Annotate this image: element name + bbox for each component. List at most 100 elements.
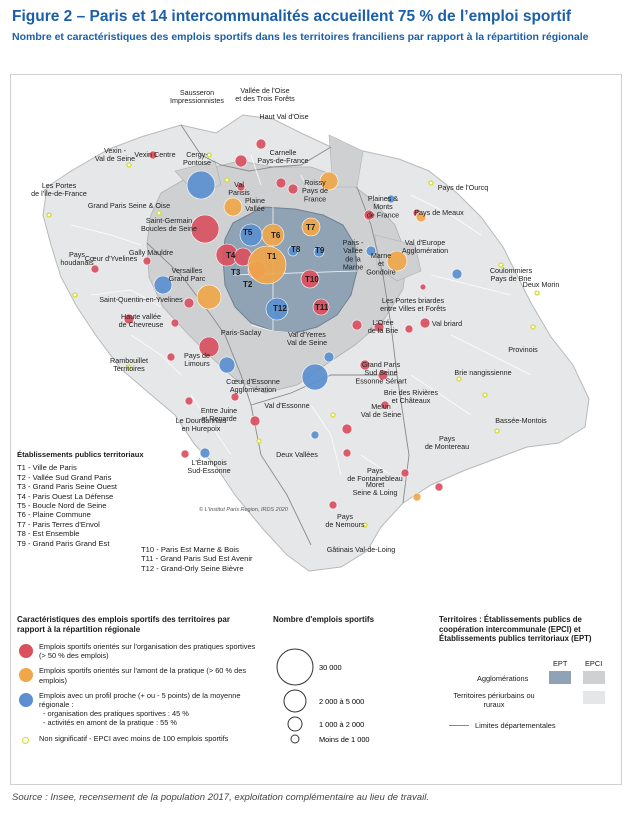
size-circle-2000-5000	[283, 689, 307, 713]
non-significant-marker	[428, 180, 434, 186]
label-vexin-seine: Vexin -Val de Seine	[95, 146, 135, 163]
employment-circle	[451, 268, 463, 280]
employment-circle	[196, 284, 222, 310]
non-significant-marker	[206, 152, 212, 158]
employment-circle	[170, 318, 180, 328]
red-dot-icon	[19, 644, 33, 658]
employment-circle	[328, 500, 338, 510]
employment-circle	[218, 356, 236, 374]
territory-codes: T1 T2 T3 T4 T5 T6 T7 T8 T9 T10 T11 T12	[226, 223, 329, 313]
employment-circle	[247, 245, 287, 285]
size-legend-heading: Nombre d'emplois sportifs	[273, 615, 375, 624]
employment-circle	[153, 275, 173, 295]
employment-circle	[186, 170, 216, 200]
size-circles: 30 000 2 000 à 5 000 1 000 à 2 000 Moins…	[276, 648, 370, 744]
employment-circle	[365, 245, 377, 257]
non-significant-marker	[498, 262, 504, 268]
map-credit: © L'Institut Paris Region, IRDS 2020	[199, 506, 289, 513]
employment-circle	[90, 264, 100, 274]
blue-dot-icon	[19, 692, 33, 707]
label-rambouillet: Rambouillet Territoires	[110, 356, 148, 373]
non-significant-marker	[224, 177, 230, 183]
ept-item: T3 - Grand Paris Seine Ouest	[17, 482, 118, 492]
code-t8: T8	[291, 245, 301, 254]
size-label: Moins de 1 000	[319, 735, 370, 744]
figure-subtitle: Nombre et caractéristiques des emplois s…	[12, 31, 589, 43]
employment-circle	[190, 214, 220, 244]
ept-item: T2 - Vallée Sud Grand Paris	[17, 472, 112, 482]
row-agglomerations: Agglomérations	[477, 674, 529, 683]
label-val-yerres: Val d'Yerres Val de Seine	[287, 330, 327, 347]
employment-circle	[230, 392, 240, 402]
employment-circles	[46, 138, 540, 528]
employment-circle	[301, 217, 321, 237]
employment-circle	[380, 400, 390, 410]
employment-circle	[261, 223, 285, 247]
col-ept: EPT	[553, 659, 568, 668]
employment-circle	[323, 351, 335, 363]
label-plaines-monts: Plaines & Monts de France	[367, 194, 399, 219]
employment-circle	[287, 245, 299, 257]
employment-circle	[319, 171, 339, 191]
label-portes-idf: Les Portes de l'Île-de-France	[31, 181, 87, 198]
ept-item: T9 - Grand Paris Grand Est	[17, 538, 110, 548]
employment-circle	[351, 319, 363, 331]
label-gatinais: Gâtinais Val-de-Loing	[327, 545, 396, 554]
territories-legend-heading: Territoires : Établissements publics de …	[439, 615, 592, 643]
non-significant-marker	[534, 290, 540, 296]
non-significant-marker	[530, 324, 536, 330]
ept-item: T11 - Grand Paris Sud Est Avenir	[141, 554, 253, 564]
line-departmental-icon	[449, 725, 469, 726]
non-significant-marker	[482, 392, 488, 398]
label-pays-montereau: Pays de Montereau	[425, 434, 469, 451]
employment-circle	[419, 317, 431, 329]
employment-circle	[142, 256, 152, 266]
ept-item: T1 - Ville de Paris	[17, 463, 77, 473]
yellow-dot-icon	[22, 736, 29, 744]
label-gps-sud: Grand Paris Sud Seine Essonne Sénart	[355, 360, 406, 385]
size-circle-30000	[276, 648, 314, 686]
employment-circle	[198, 336, 220, 358]
employment-circle	[184, 396, 194, 406]
employment-circle	[363, 209, 375, 221]
label-vallee-oise: Vallée de l'Oise et des Trois Forêts	[235, 86, 295, 103]
label-plaine-vallee: Plaine Vallée	[245, 196, 265, 213]
code-t1: T1	[267, 252, 277, 261]
ile-de-france-map: T1 T2 T3 T4 T5 T6 T7 T8 T9 T10 T11 T12 S…	[31, 86, 590, 572]
employment-circle	[341, 423, 353, 435]
label-pays-meaux: Pays de Meaux	[414, 208, 464, 217]
employment-circle	[342, 448, 352, 458]
label-gally-mauldre: Gally Mauldre	[129, 248, 173, 257]
size-label: 30 000	[319, 663, 342, 672]
label-pays-nemours: Pays de Nemours	[325, 512, 365, 529]
label-portes-briardes: Les Portes briardes entre Villes et Forêt…	[380, 296, 446, 313]
employment-circle	[236, 182, 246, 192]
label-sqy: Saint-Quentin-en-Yvelines	[99, 295, 183, 304]
label-provinois: Provinois	[508, 345, 538, 354]
employment-circle	[404, 324, 414, 334]
employment-circle	[400, 468, 410, 478]
code-t9: T9	[315, 246, 325, 255]
non-significant-marker	[362, 522, 368, 528]
label-coeur-yvelines: Cœur d'Yvelines	[85, 254, 138, 263]
label-deux-morin: Deux Morin	[523, 280, 560, 289]
label-val-essonne: Val d'Essonne	[264, 401, 309, 410]
ept-item: T6 - Plaine Commune	[17, 510, 91, 520]
label-oree-brie: L'Orée de la Brie	[368, 318, 398, 335]
size-label: 1 000 à 2 000	[319, 720, 364, 729]
code-t3: T3	[231, 268, 241, 277]
label-dourdannais: Le Dourdannais en Hurepoix	[176, 416, 227, 433]
label-val-europe: Val d'Europe Agglomération	[402, 238, 448, 255]
characteristics-legend-heading: Caractéristiques des emplois sportifs de…	[17, 615, 230, 634]
employment-circle	[412, 492, 422, 502]
label-bassee: Bassée-Montois	[495, 416, 547, 425]
code-t6: T6	[271, 231, 281, 240]
employment-circle	[386, 250, 408, 272]
ept-item: T5 - Boucle Nord de Seine	[17, 501, 107, 511]
label-val-parisis: Val Parisis	[228, 180, 250, 197]
label-paris-vallee-marne: Paris -Vallée de la Marne	[343, 238, 364, 272]
ept-zone	[222, 206, 358, 334]
non-significant-marker	[126, 162, 132, 168]
label-entre-juine: Entre Juine et Renarde	[201, 406, 237, 423]
employment-circle	[312, 298, 330, 316]
